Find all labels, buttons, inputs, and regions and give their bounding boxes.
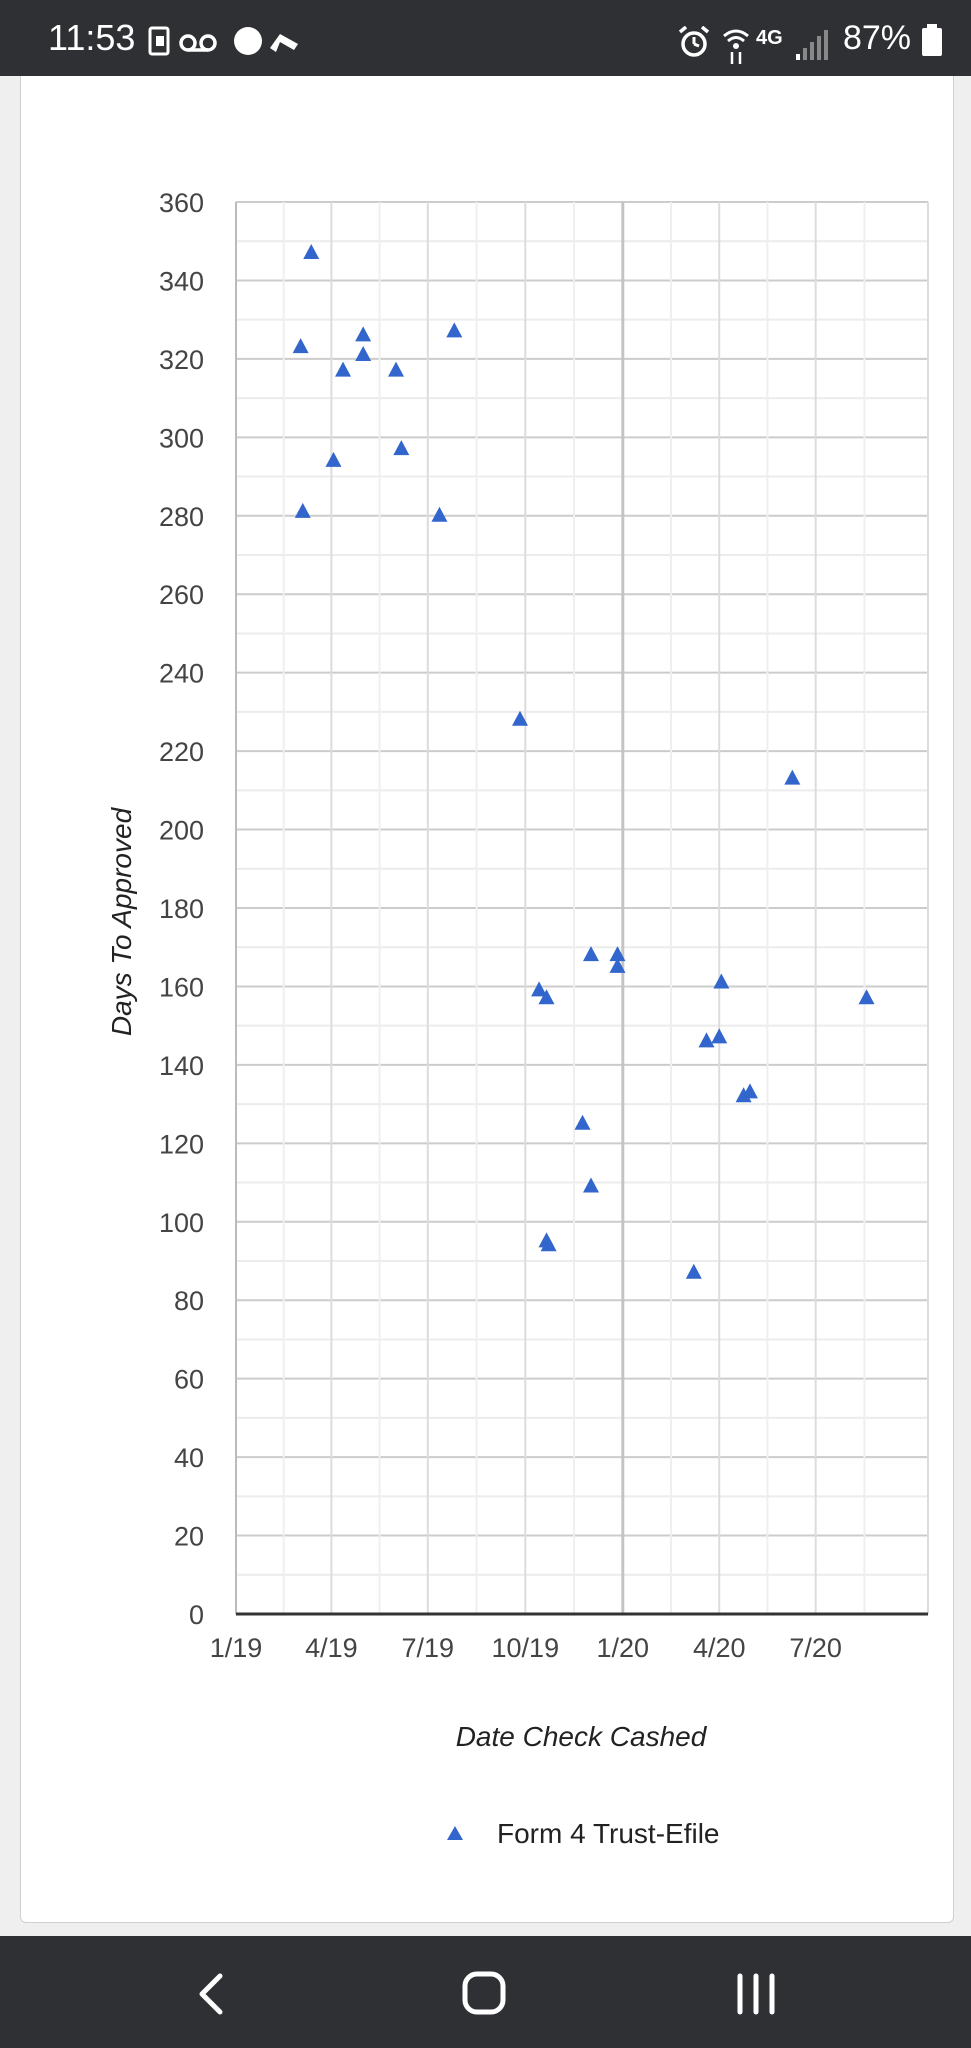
data-point — [784, 769, 801, 785]
data-point — [531, 981, 548, 997]
x-axis-tick-labels: 1/19 4/19 7/19 10/19 1/20 4/20 7/20 — [210, 1633, 842, 1663]
x-tick-label: 1/19 — [210, 1633, 263, 1663]
axes — [235, 202, 928, 1616]
data-point — [540, 1236, 557, 1252]
y-tick-label: 260 — [159, 580, 204, 610]
circle-icon — [234, 27, 262, 55]
data-point — [711, 1028, 728, 1044]
data-point — [713, 973, 730, 989]
data-point — [583, 946, 600, 962]
y-axis-tick-labels: 0 20 40 60 80 100 120 140 160 180 200 220 240 260 280 3… — [159, 188, 204, 1630]
data-point — [741, 1083, 758, 1099]
navigation-bar — [0, 1936, 971, 2048]
gridlines — [235, 201, 929, 1615]
data-point — [292, 338, 309, 354]
data-point — [335, 361, 352, 377]
status-time: 11:53 — [48, 17, 136, 58]
y-tick-label: 320 — [159, 345, 204, 375]
y-tick-label: 100 — [159, 1208, 204, 1238]
wifi-calling-icon — [723, 29, 749, 64]
recents-icon[interactable] — [696, 1956, 816, 2028]
x-axis-title: Date Check Cashed — [456, 1721, 708, 1752]
data-point — [685, 1263, 702, 1279]
x-tick-label: 1/20 — [597, 1633, 650, 1663]
back-icon[interactable] — [152, 1956, 272, 2028]
data-point — [609, 946, 626, 962]
y-tick-label: 280 — [159, 502, 204, 532]
y-tick-label: 120 — [159, 1129, 204, 1159]
y-tick-label: 0 — [189, 1600, 204, 1630]
data-point — [355, 345, 372, 361]
data-point — [446, 322, 463, 338]
status-system-icons: 4G — [678, 26, 828, 64]
data-point — [735, 1087, 752, 1103]
y-tick-label: 40 — [174, 1443, 204, 1473]
data-point — [388, 361, 405, 377]
data-point — [393, 440, 410, 456]
y-tick-label: 180 — [159, 894, 204, 924]
status-bar: 11:53 4G — [0, 0, 971, 76]
network-type: 4G — [756, 27, 783, 49]
alarm-icon — [678, 26, 710, 57]
navigation-icon — [270, 34, 298, 52]
data-point — [698, 1032, 715, 1048]
data-point — [574, 1114, 591, 1130]
legend: Form 4 Trust-Efile — [447, 1818, 719, 1849]
y-tick-label: 360 — [159, 188, 204, 218]
y-tick-label: 300 — [159, 423, 204, 453]
data-point — [538, 989, 555, 1005]
x-tick-label: 4/20 — [693, 1633, 746, 1663]
y-tick-label: 220 — [159, 737, 204, 767]
home-icon[interactable] — [424, 1956, 544, 2028]
legend-marker — [447, 1826, 463, 1840]
y-tick-label: 160 — [159, 972, 204, 1002]
y-tick-label: 240 — [159, 659, 204, 689]
data-point — [431, 506, 448, 522]
x-tick-label: 7/20 — [789, 1633, 842, 1663]
data-points — [292, 243, 875, 1279]
y-tick-label: 200 — [159, 816, 204, 846]
battery-percent: 87% — [842, 19, 911, 57]
data-point — [858, 989, 875, 1005]
data-point — [303, 243, 320, 259]
chart-card: 0 20 40 60 80 100 120 140 160 180 200 220 240 260 280 3… — [20, 76, 954, 1923]
y-tick-label: 80 — [174, 1286, 204, 1316]
y-tick-label: 140 — [159, 1051, 204, 1081]
signal-icon — [796, 30, 828, 60]
y-tick-label: 60 — [174, 1365, 204, 1395]
x-tick-label: 10/19 — [492, 1633, 560, 1663]
data-point — [294, 502, 311, 518]
y-tick-label: 340 — [159, 266, 204, 296]
data-point — [512, 710, 529, 726]
data-point — [355, 326, 372, 342]
data-point — [325, 451, 342, 467]
y-axis-title: Days To Approved — [106, 806, 137, 1036]
battery-icon — [922, 24, 942, 56]
x-tick-label: 7/19 — [402, 1633, 455, 1663]
data-point — [609, 957, 626, 973]
legend-label: Form 4 Trust-Efile — [497, 1818, 719, 1849]
status-notification-icons — [148, 26, 298, 56]
tv-cast-icon — [148, 26, 170, 56]
data-point — [583, 1177, 600, 1193]
y-tick-label: 20 — [174, 1522, 204, 1552]
voicemail-icon — [179, 34, 217, 52]
scatter-chart: 0 20 40 60 80 100 120 140 160 180 200 220 240 260 280 3… — [106, 188, 929, 1849]
x-tick-label: 4/19 — [305, 1633, 358, 1663]
